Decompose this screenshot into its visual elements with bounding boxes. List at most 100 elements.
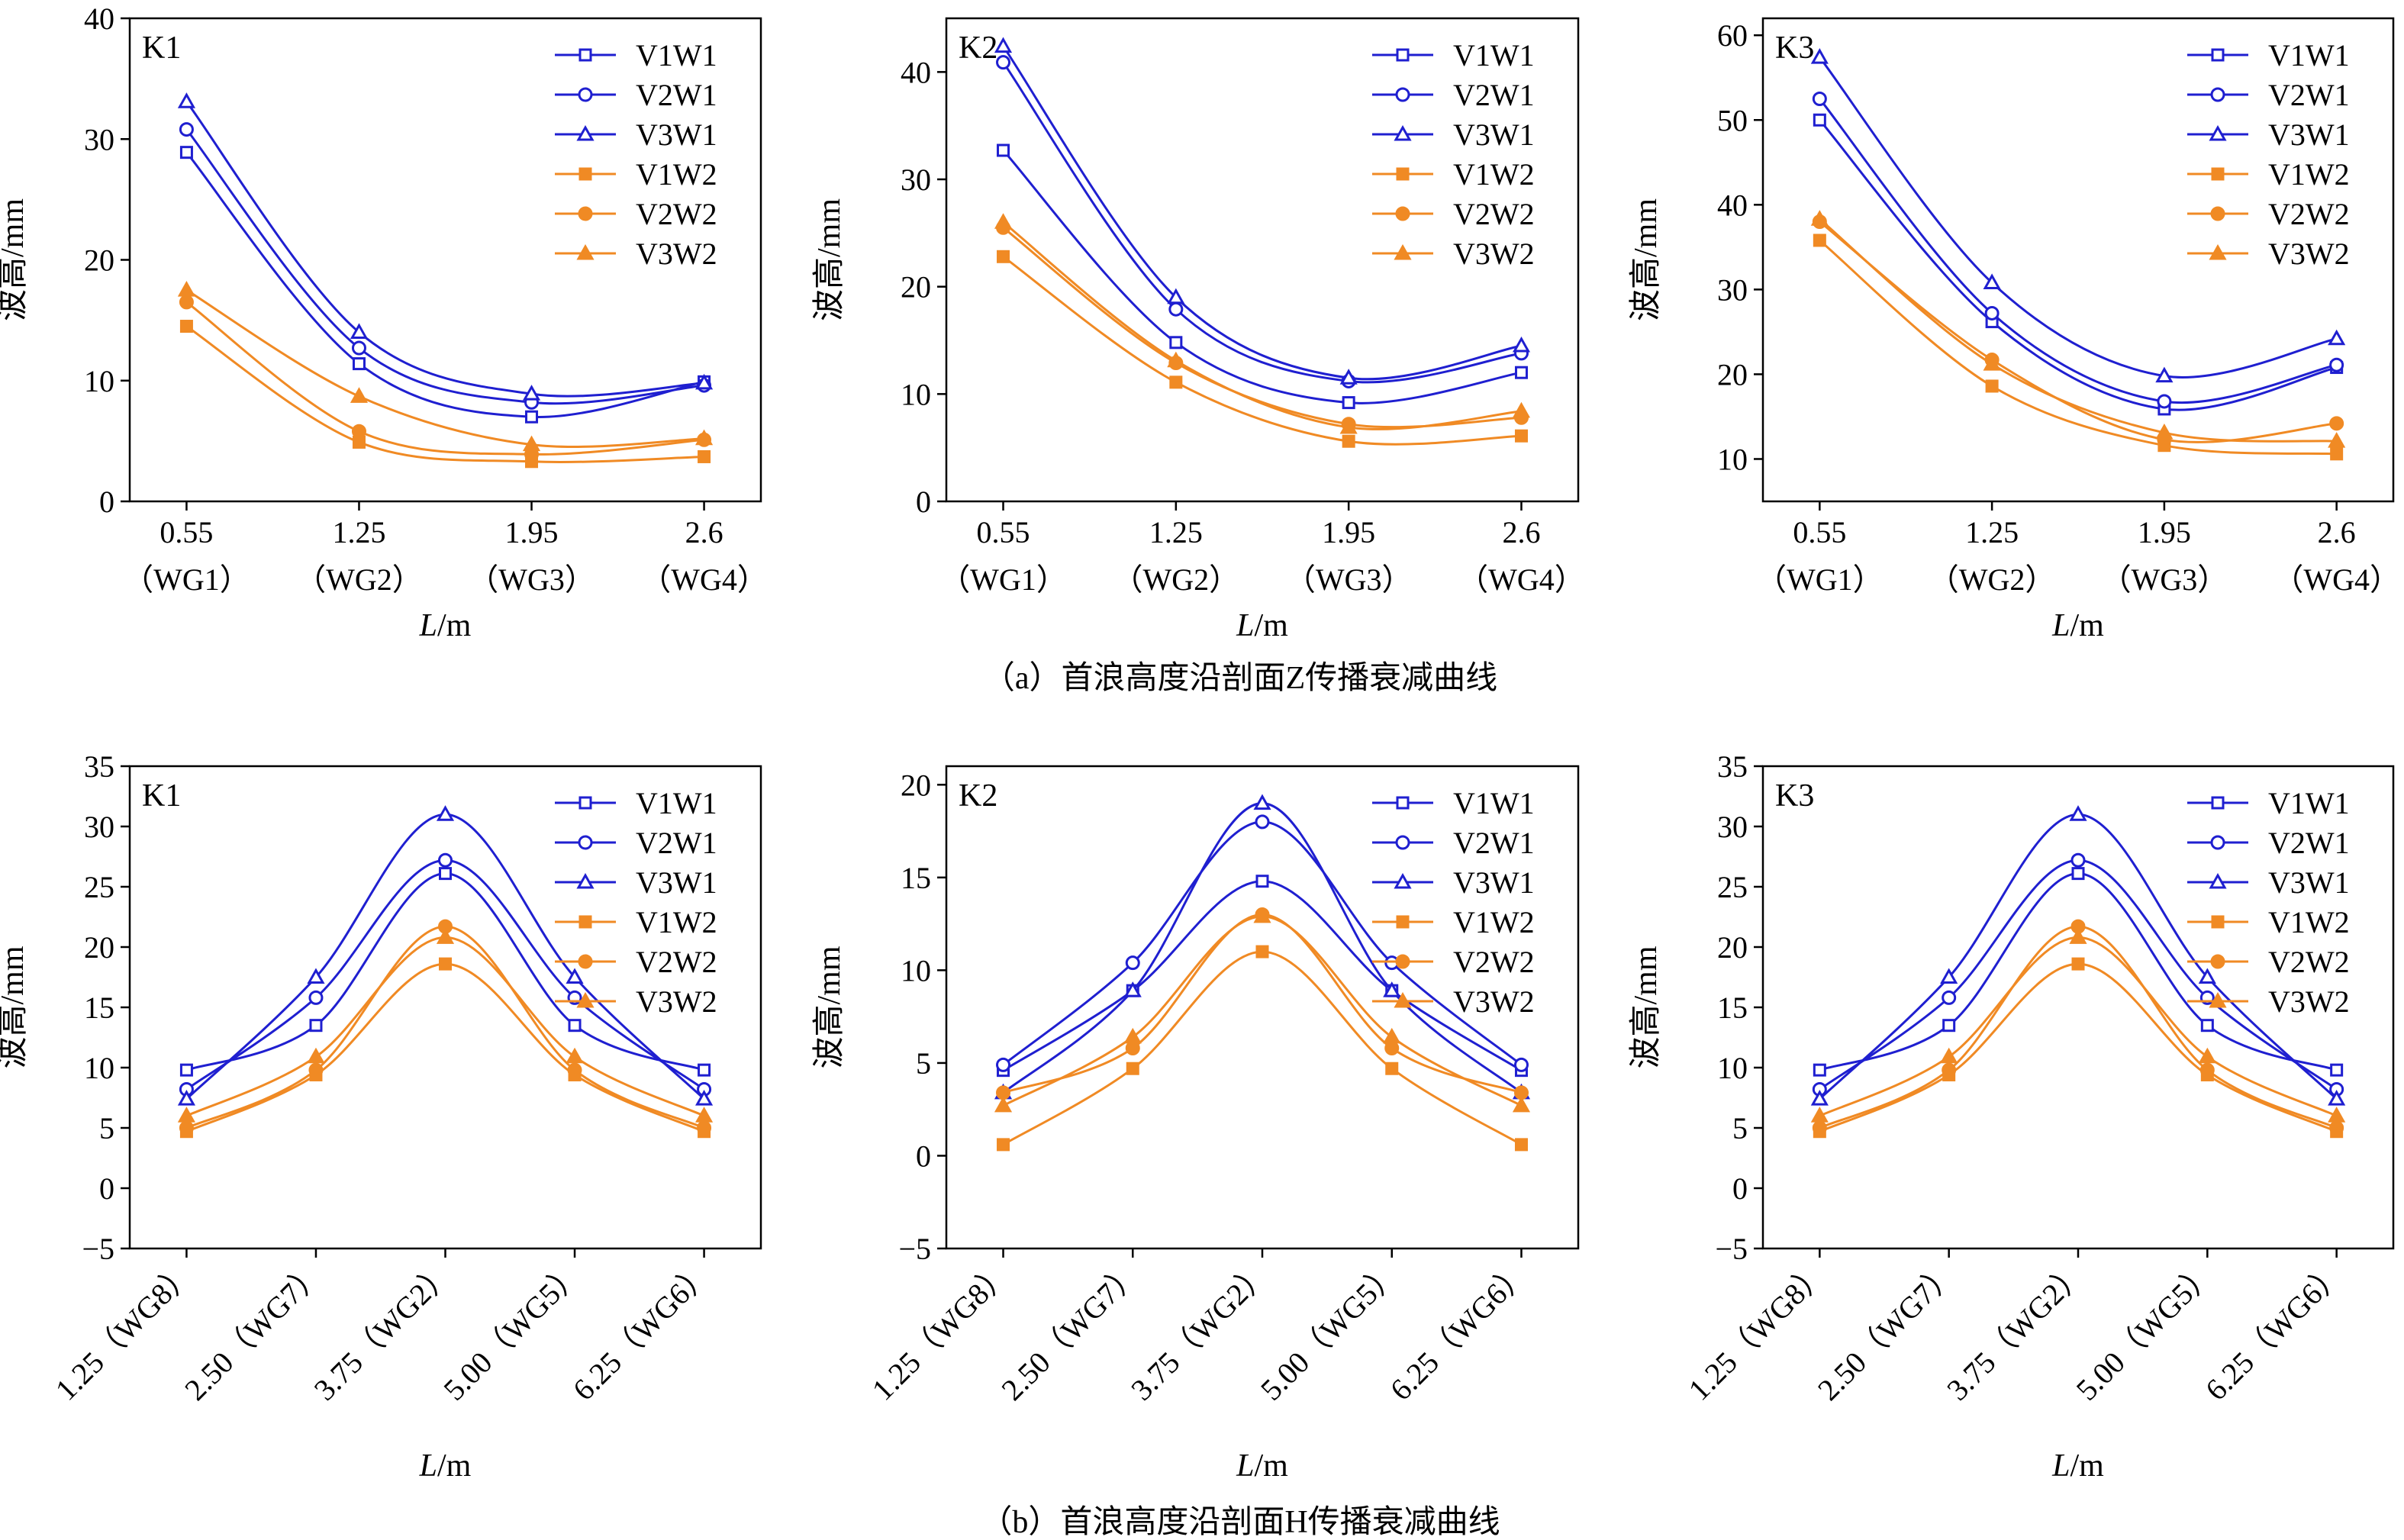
x-axis-label: L/m: [2051, 608, 2104, 643]
data-point-v1w2: [997, 1138, 1010, 1152]
data-point-v3w1: [2155, 366, 2174, 383]
data-point-v2w1: [1984, 305, 2000, 321]
legend-label: V3W2: [2268, 237, 2350, 271]
data-point-v1w2: [2071, 957, 2085, 971]
legend-label: V1W2: [2268, 905, 2350, 939]
y-tick-label: 0: [916, 1139, 931, 1173]
x-tick-label: 0.55: [977, 515, 1030, 549]
y-tick-label: 0: [916, 485, 931, 519]
series-line-v2w2: [1819, 925, 2338, 1129]
legend-label: V1W2: [1453, 905, 1535, 939]
panel-label: K3: [1775, 778, 1814, 813]
legend-swatch-marker: [1395, 954, 1410, 969]
series-line-v3w1: [1819, 56, 2337, 379]
data-point-v3w1: [2328, 329, 2346, 346]
y-tick-label: 40: [1717, 188, 1748, 222]
legend-swatch-marker: [2211, 915, 2225, 929]
data-point-v1w2: [1514, 429, 1528, 443]
data-point-v1w1: [698, 1063, 711, 1077]
series-line-v1w1: [185, 872, 705, 1071]
data-point-v2w2: [351, 424, 366, 439]
data-point-v2w2: [567, 1062, 582, 1078]
data-point-v3w2: [1940, 1047, 1958, 1064]
y-tick-label: 20: [901, 768, 931, 802]
data-point-v2w1: [996, 55, 1011, 70]
data-point-v3w1: [1383, 981, 1401, 997]
x-tick-label: 2.50（WG7）: [994, 1255, 1146, 1407]
y-tick-label: 10: [901, 377, 931, 411]
data-point-v3w2: [1983, 355, 2001, 371]
data-point-v2w1: [179, 122, 194, 137]
y-tick-label: 0: [1732, 1171, 1748, 1206]
data-point-v3w1: [177, 1090, 195, 1106]
x-tick-gauge-label: （WG4）: [1458, 562, 1585, 597]
y-tick-label: 25: [1717, 870, 1748, 904]
legend-swatch-marker: [578, 954, 593, 969]
data-point-v3w1: [1810, 1090, 1829, 1106]
data-point-v2w1: [351, 340, 366, 356]
chart-panel-a-k1: 0 10 20 30 40 0.55 （WG1） 1.25 （WG2） 1.95 （WG3） 2.6 （…: [0, 2, 768, 643]
data-point-v2w1: [2329, 357, 2344, 372]
legend-label: V1W2: [2268, 157, 2350, 192]
y-axis-label: 波高/mm: [0, 946, 31, 1068]
data-point-v3w2: [994, 213, 1013, 229]
x-tick-gauge-label: （WG2）: [1113, 562, 1240, 597]
series-line-v1w2: [1002, 256, 1522, 446]
data-point-v2w2: [179, 1120, 194, 1136]
y-tick-label: 20: [1717, 357, 1748, 391]
x-tick-gauge-label: （WG3）: [1285, 562, 1413, 597]
panel-label: K1: [142, 778, 181, 813]
data-point-v3w1: [522, 385, 541, 401]
series-line-v1w2: [1819, 239, 2337, 456]
caption-row-b: （b）首浪高度沿剖面H传播衰减曲线: [980, 1504, 1500, 1540]
data-point-v3w1: [2198, 968, 2216, 984]
legend-swatch-marker: [578, 87, 593, 102]
data-point-v3w1: [2328, 1090, 2346, 1106]
series-line-v1w2: [1002, 950, 1523, 1146]
data-point-v1w2: [1514, 1138, 1528, 1152]
legend-swatch-marker: [576, 124, 595, 141]
legend-swatch-marker: [1394, 243, 1412, 260]
y-tick-label: 20: [901, 270, 931, 304]
legend-swatch-marker: [1395, 206, 1410, 221]
y-tick-label: 5: [1732, 1111, 1748, 1145]
data-point-v1w2: [1342, 434, 1355, 448]
y-tick-label: 10: [1717, 1051, 1748, 1085]
x-tick-label: 1.25: [1149, 515, 1203, 549]
data-point-v2w1: [438, 852, 453, 868]
legend-swatch-marker: [2210, 87, 2225, 102]
y-tick-label: 10: [901, 953, 931, 987]
data-point-v3w2: [2198, 1047, 2216, 1064]
panel-label: K1: [142, 31, 181, 66]
data-point-v3w2: [994, 1096, 1013, 1113]
y-tick-label: 10: [84, 1051, 114, 1085]
y-tick-label: 5: [99, 1111, 114, 1145]
y-tick-label: 20: [1717, 930, 1748, 965]
x-tick-label: 5.00（WG5）: [1254, 1255, 1406, 1407]
data-point-v1w1: [1514, 366, 1528, 379]
legend-label: V2W1: [2268, 826, 2350, 860]
x-tick-label: 6.25（WG6）: [2199, 1255, 2351, 1407]
x-tick-label: 0.55: [160, 515, 213, 549]
legend-swatch-marker: [2211, 167, 2225, 181]
x-tick-label: 1.95: [1322, 515, 1375, 549]
data-point-v3w1: [1810, 48, 1829, 64]
series-line-v2w1: [1002, 61, 1522, 384]
series-line-v1w2: [185, 325, 704, 463]
y-tick-label: 0: [99, 1171, 114, 1206]
plot-frame: [945, 17, 1580, 503]
y-axis-label: 波高/mm: [0, 198, 31, 321]
legend-swatch-marker: [1395, 835, 1410, 850]
legend-label: V2W1: [1453, 826, 1535, 860]
legend-swatch-marker: [576, 243, 595, 260]
data-point-v2w1: [996, 1057, 1011, 1072]
series-line-v1w1: [1002, 150, 1522, 404]
series-line-v2w1: [1819, 859, 2338, 1091]
series-line-v2w1: [1819, 98, 2337, 404]
data-point-v1w1: [525, 410, 539, 424]
legend-label: V1W2: [636, 905, 717, 939]
y-tick-label: −5: [898, 1232, 931, 1266]
data-point-v3w1: [307, 968, 325, 984]
series-line-v2w2: [185, 301, 704, 456]
